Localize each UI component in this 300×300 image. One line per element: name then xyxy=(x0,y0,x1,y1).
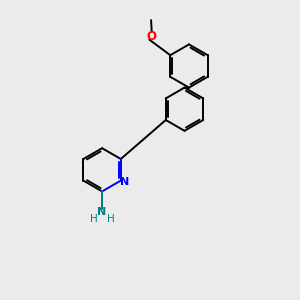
Text: N: N xyxy=(98,207,107,217)
Text: H: H xyxy=(90,214,98,224)
Text: N: N xyxy=(120,177,129,187)
Text: O: O xyxy=(147,29,157,43)
Text: H: H xyxy=(106,214,114,224)
